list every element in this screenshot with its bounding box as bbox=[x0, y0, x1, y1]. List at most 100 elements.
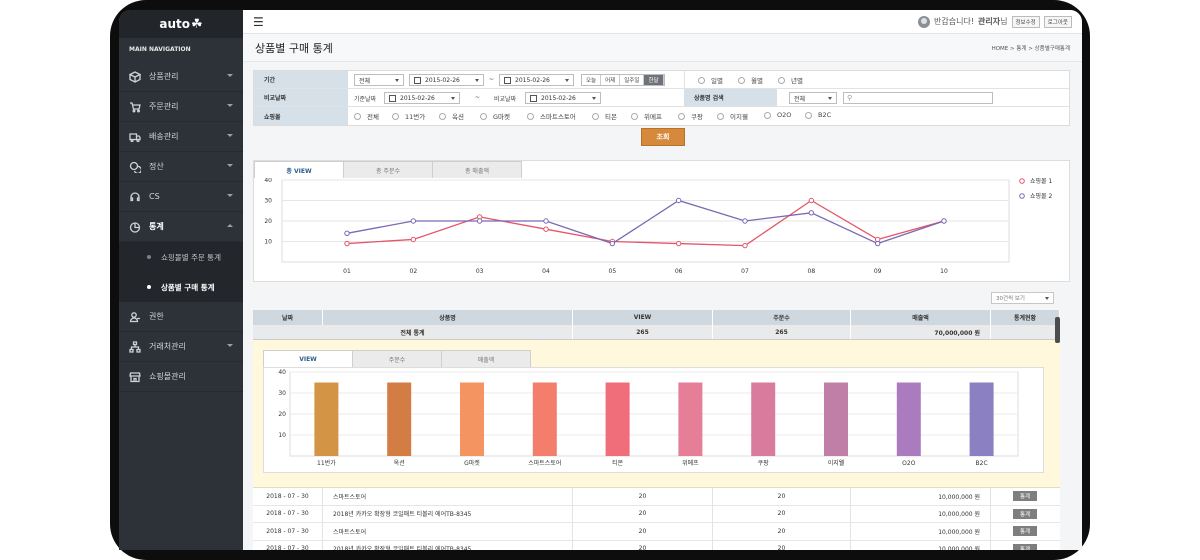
bar bbox=[969, 382, 994, 456]
tab-sales[interactable]: 매출액 bbox=[441, 350, 531, 367]
radio-icon bbox=[738, 76, 745, 84]
sidebar-item-products[interactable]: 상품관리 bbox=[119, 62, 243, 92]
stats-button[interactable]: 통계 bbox=[1012, 491, 1038, 502]
compare-date-field[interactable]: 2015-02-26 bbox=[525, 92, 601, 104]
calendar-icon bbox=[414, 76, 421, 84]
tab-total-orders[interactable]: 총 주문수 bbox=[343, 161, 433, 178]
mall-radio-smartstore[interactable]: 스마트스토어 bbox=[527, 111, 576, 121]
base-date-value: 2015-02-26 bbox=[400, 94, 435, 102]
period-select[interactable]: 전체 bbox=[354, 74, 404, 86]
quick-range-today[interactable]: 오늘 bbox=[582, 75, 602, 85]
compare-date-label: 비교날짜 bbox=[494, 96, 517, 103]
mall-radio-auction[interactable]: 옥션 bbox=[439, 111, 464, 121]
sidebar-item-orders[interactable]: 주문관리 bbox=[119, 92, 243, 122]
data-point bbox=[410, 236, 417, 243]
mall-radio-ezwel[interactable]: 이지웰 bbox=[717, 111, 748, 121]
row-orders: 20 bbox=[713, 523, 851, 540]
base-date-field[interactable]: 2015-02-26 bbox=[384, 92, 460, 104]
summary-orders: 265 bbox=[713, 325, 851, 339]
logo[interactable]: auto ☘ bbox=[119, 10, 243, 38]
hamburger-menu-icon[interactable]: ☰ bbox=[253, 14, 264, 29]
sidebar-subitem-mall-order-stats[interactable]: 쇼핑몰별 주문 통계 bbox=[119, 242, 243, 272]
stats-button[interactable]: 통계 bbox=[1012, 526, 1038, 537]
user-suffix: 님 bbox=[1000, 17, 1008, 26]
mall-radio-gmarket[interactable]: G마켓 bbox=[480, 111, 510, 121]
mall-radio-coupang[interactable]: 쿠팡 bbox=[678, 111, 703, 121]
data-point bbox=[344, 230, 350, 236]
unit-monthly-radio[interactable]: 월별 bbox=[738, 75, 763, 85]
mall-radio-o2o[interactable]: O2O bbox=[764, 111, 791, 119]
quick-range-week[interactable]: 일주일 bbox=[620, 75, 645, 85]
unit-daily-radio[interactable]: 일별 bbox=[698, 75, 723, 85]
sidebar-subitem-product-purchase-stats[interactable]: 상품별 구매 통계 bbox=[119, 272, 243, 302]
y-tick-label: 20 bbox=[264, 218, 272, 225]
table-row: 2018 - 07 - 30 스마트스토어 20 20 10,000,000 원 통계 bbox=[253, 523, 1060, 541]
row-orders: 20 bbox=[713, 540, 851, 550]
sidebar-item-label: 상품관리 bbox=[149, 72, 179, 81]
mall-radio-tmon[interactable]: 티몬 bbox=[592, 111, 617, 121]
filter-panel: 기간 전체 2015-02-26 ~ 2015-02-26 오늘 어제 일주일 … bbox=[253, 70, 1070, 126]
radio-icon bbox=[698, 76, 705, 84]
app-screen: auto ☘ MAIN NAVIGATION 상품관리 주문관리 배송관리 정산 … bbox=[119, 10, 1082, 550]
coins-icon bbox=[129, 161, 141, 173]
sidebar-item-partners[interactable]: 거래처관리 bbox=[119, 332, 243, 362]
sidebar-item-settlement[interactable]: 정산 bbox=[119, 152, 243, 182]
row-product: 2018년 카카오 확장형 코일매트 티볼리 에어TB-8345 bbox=[323, 540, 573, 550]
chevron-down-icon bbox=[227, 344, 233, 347]
tab-orders[interactable]: 주문수 bbox=[352, 350, 442, 367]
unit-yearly-radio[interactable]: 년별 bbox=[778, 75, 803, 85]
sidebar-item-cs[interactable]: CS bbox=[119, 182, 243, 212]
sidebar-item-label: 통계 bbox=[149, 222, 164, 231]
row-view: 20 bbox=[573, 488, 713, 505]
user-name: 관리자 bbox=[978, 17, 1001, 26]
query-button[interactable]: 조회 bbox=[641, 128, 685, 146]
row-date: 2018 - 07 - 30 bbox=[253, 540, 323, 550]
x-tick-label: 03 bbox=[476, 268, 484, 275]
sidebar-item-label: CS bbox=[149, 192, 160, 201]
edit-profile-button[interactable]: 정보수정 bbox=[1011, 15, 1040, 28]
mall-radio-b2c[interactable]: B2C bbox=[805, 111, 831, 119]
data-point bbox=[344, 240, 350, 247]
x-tick-label: 쿠팡 bbox=[758, 459, 770, 467]
stats-button[interactable]: 통계 bbox=[1012, 508, 1038, 519]
chevron-down-icon bbox=[227, 134, 233, 137]
data-point bbox=[543, 226, 549, 232]
stats-button[interactable]: 통계 bbox=[1012, 543, 1038, 550]
period-label: 기간 bbox=[254, 71, 348, 88]
sidebar: auto ☘ MAIN NAVIGATION 상품관리 주문관리 배송관리 정산 … bbox=[119, 10, 243, 550]
sidebar-item-permissions[interactable]: 권한 bbox=[119, 302, 243, 332]
sidebar-item-label: 쇼핑몰관리 bbox=[149, 372, 186, 381]
calendar-icon bbox=[389, 94, 396, 102]
data-point bbox=[941, 218, 947, 224]
table-scrollbar[interactable] bbox=[1055, 317, 1060, 343]
date-to-field[interactable]: 2015-02-26 bbox=[499, 74, 574, 86]
row-product: 2018년 카카오 확장형 코일매트 티볼리 에어TB-8345 bbox=[323, 505, 573, 522]
quick-range-month[interactable]: 한달 bbox=[644, 75, 664, 85]
mall-radio-wemakeprice[interactable]: 위메프 bbox=[631, 111, 662, 121]
per-page-select[interactable]: 30건씩 보기 bbox=[991, 292, 1054, 304]
date-from-field[interactable]: 2015-02-26 bbox=[409, 74, 484, 86]
quick-range-yesterday[interactable]: 어제 bbox=[601, 75, 621, 85]
series-line bbox=[346, 199, 945, 245]
calendar-icon bbox=[504, 76, 511, 84]
tab-view[interactable]: VIEW bbox=[263, 350, 353, 367]
table-header: 날짜 상품명 VIEW 주문수 매출액 통계현황 bbox=[253, 310, 1060, 325]
summary-sales: 70,000,000 원 bbox=[851, 325, 991, 339]
sidebar-item-shipping[interactable]: 배송관리 bbox=[119, 122, 243, 152]
radio-icon bbox=[778, 76, 785, 84]
page-header: 상품별 구매 통계 HOME > 통계 > 상품별구매통계 bbox=[243, 34, 1082, 62]
product-search-select[interactable]: 전체 bbox=[789, 92, 837, 104]
mall-radio-all[interactable]: 전체 bbox=[354, 111, 379, 121]
topbar: ☰ 반갑습니다! 관리자 님 정보수정 로그아웃 bbox=[243, 10, 1082, 34]
product-search-input[interactable]: ⚲ bbox=[843, 92, 993, 104]
period-select-value: 전체 bbox=[359, 77, 371, 85]
mall-radio-11st[interactable]: 11번가 bbox=[392, 111, 425, 121]
mall-label: 쇼핑몰 bbox=[254, 107, 348, 125]
sidebar-item-statistics[interactable]: 통계 bbox=[119, 212, 243, 242]
tab-total-sales[interactable]: 총 매출액 bbox=[432, 161, 522, 178]
tab-total-view[interactable]: 총 VIEW bbox=[254, 161, 344, 178]
sidebar-item-mall-management[interactable]: 쇼핑몰관리 bbox=[119, 362, 243, 392]
logout-button[interactable]: 로그아웃 bbox=[1043, 15, 1072, 28]
sidebar-subitem-label: 상품별 구매 통계 bbox=[161, 282, 215, 292]
filter-row-compare: 비교날짜 기준날짜 2015-02-26 ~ 비교날짜 2015-02-26 상… bbox=[254, 89, 1069, 107]
